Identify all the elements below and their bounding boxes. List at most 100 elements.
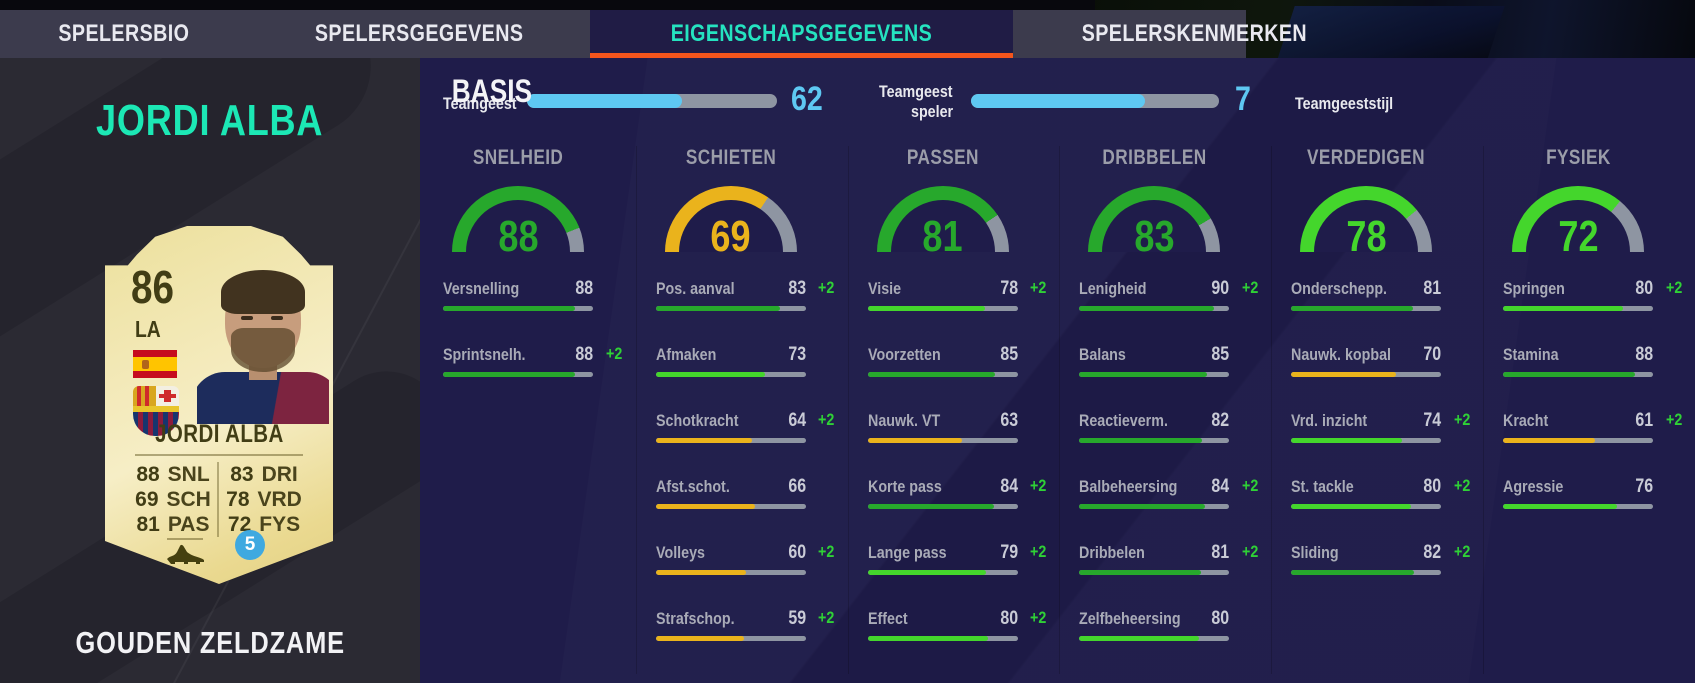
stat-row: Nauwk. VT 63: [867, 410, 1018, 443]
stat-bar: [443, 372, 593, 377]
stat-bar: [867, 636, 1018, 641]
stat-bar: [867, 504, 1018, 509]
stat-label: Zelfbeheersing: [1079, 609, 1182, 628]
stat-bar-fill: [867, 306, 985, 311]
attribute-column-title: PASSEN: [906, 146, 979, 169]
stat-row: Vrd. inzicht 74 +2: [1291, 410, 1470, 443]
stat-value: 88: [575, 278, 593, 299]
player-photo-hair: [221, 270, 305, 314]
attribute-columns: SNELHEID 88 Versnelling 88 Sprintsnelh. …: [420, 146, 1695, 674]
attribute-stat-list: Onderschepp. 81 Nauwk. kopbal 70 Vrd. in…: [1291, 278, 1483, 575]
stat-bar-fill: [655, 306, 781, 311]
attribute-stat-list: Springen 80 +2 Stamina 88 Kracht 61 +2 A…: [1503, 278, 1695, 509]
attribute-gauge: 81: [876, 186, 1009, 259]
stat-bar-fill: [1079, 438, 1203, 443]
card-stat-row: 72 FYS: [219, 512, 309, 537]
stat-label: Schotkracht: [655, 411, 739, 430]
card-stat-label: DRI: [261, 463, 298, 486]
stat-label: Nauwk. kopbal: [1291, 345, 1392, 364]
stat-bar: [867, 570, 1018, 575]
stat-row: Afmaken 73: [655, 344, 806, 377]
stat-bar: [655, 438, 806, 443]
gauge-value: 88: [497, 212, 539, 261]
attribute-column: DRIBBELEN 83 Lenigheid 90 +2 Balans 85 R…: [1059, 146, 1271, 674]
gauge-value: 69: [710, 212, 751, 261]
card-rating: 86: [131, 261, 174, 313]
stat-row: Sprintsnelh. 88 +2: [443, 344, 622, 377]
stat-value: 61: [1635, 410, 1654, 431]
stat-bar: [1079, 372, 1230, 377]
stat-bar: [1079, 504, 1230, 509]
stat-bar-fill: [655, 636, 745, 641]
stat-boost: +2: [1453, 542, 1471, 561]
stat-row: Nauwk. kopbal 70: [1291, 344, 1442, 377]
stat-label: Agressie: [1503, 477, 1564, 496]
team-spirit-value: 62: [791, 80, 823, 118]
stat-boost: +2: [1665, 278, 1683, 297]
attribute-column-title: VERDEDIGEN: [1307, 146, 1426, 169]
stadium-backdrop: SPELERSBIO SPELERSGEGEVENS EIGENSCHAPSGE…: [0, 0, 1695, 58]
card-stat-value: 83: [230, 463, 254, 486]
tab-spelersgegevens[interactable]: SPELERSGEGEVENS: [314, 20, 524, 47]
stat-boost: +2: [1453, 476, 1471, 495]
stat-row: Volleys 60 +2: [655, 542, 835, 575]
spirit-style-label: Teamgeeststijl: [1295, 94, 1394, 113]
stat-boost: +2: [1242, 476, 1259, 495]
stat-value: 80: [1635, 278, 1654, 299]
stat-bar: [1079, 438, 1230, 443]
stat-label: Balbeheersing: [1079, 477, 1178, 496]
stat-boost: +2: [818, 608, 835, 627]
stat-label: Stamina: [1503, 345, 1559, 364]
stat-bar-fill: [655, 504, 755, 509]
stat-label: Effect: [867, 609, 908, 628]
stat-value: 82: [1423, 542, 1442, 563]
stat-boost: +2: [1453, 410, 1471, 429]
card-stat-label: PAS: [167, 513, 210, 536]
stat-bar: [655, 372, 806, 377]
stat-boost: +2: [605, 344, 622, 363]
tab-eigenschapsgegevens[interactable]: EIGENSCHAPSGEGEVENS: [589, 10, 1013, 58]
attribute-gauge: 69: [664, 186, 797, 259]
player-spirit-bar: [971, 94, 1219, 108]
stat-value: 70: [1423, 344, 1442, 365]
card-stat-row: 69 SCH: [129, 487, 217, 512]
stat-label: Versnelling: [443, 279, 520, 298]
stat-boost: +2: [818, 410, 835, 429]
stat-bar: [655, 504, 806, 509]
stat-row: Visie 78 +2: [867, 278, 1047, 311]
attribute-column: SCHIETEN 69 Pos. aanval 83 +2 Afmaken 73…: [635, 146, 848, 674]
stat-bar-fill: [867, 372, 996, 377]
stat-value: 88: [1635, 344, 1654, 365]
stat-row: Reactieverm. 82: [1079, 410, 1230, 443]
stat-row: Voorzetten 85: [867, 344, 1018, 377]
card-stat-row: 81 PAS: [129, 512, 217, 537]
stat-label: Sliding: [1291, 543, 1339, 562]
gauge-value: 83: [1134, 212, 1175, 261]
stat-value: 85: [999, 344, 1018, 365]
stat-row: Onderschepp. 81: [1291, 278, 1442, 311]
stat-value: 59: [788, 608, 806, 629]
stat-boost: +2: [1665, 410, 1683, 429]
stat-bar-fill: [867, 570, 987, 575]
attribute-gauge: 88: [452, 186, 584, 259]
tab-spelersbio[interactable]: SPELERSBIO: [58, 20, 190, 47]
stat-boost: +2: [1030, 542, 1047, 561]
tab-spelerskenmerken[interactable]: SPELERSKENMERKEN: [1081, 20, 1307, 47]
stat-row: Korte pass 84 +2: [867, 476, 1047, 509]
stat-row: Lenigheid 90 +2: [1079, 278, 1258, 311]
card-position: LA: [135, 316, 161, 342]
attribute-stat-list: Lenigheid 90 +2 Balans 85 Reactieverm. 8…: [1079, 278, 1271, 641]
stat-label: Strafschop.: [655, 609, 735, 628]
stat-value: 80: [1211, 608, 1230, 629]
stat-bar-fill: [1291, 372, 1397, 377]
attribute-gauge: 72: [1512, 186, 1645, 259]
stat-row: Pos. aanval 83 +2: [655, 278, 835, 311]
card-type-label: GOUDEN ZELDZAME: [75, 625, 345, 660]
gauge-value: 72: [1558, 212, 1599, 261]
card-stat-row: 83 DRI: [219, 462, 309, 487]
attribute-column-title: SCHIETEN: [685, 146, 777, 169]
stat-row: Dribbelen 81 +2: [1079, 542, 1258, 575]
stat-bar-fill: [655, 570, 746, 575]
attribute-gauge: 83: [1088, 186, 1221, 259]
